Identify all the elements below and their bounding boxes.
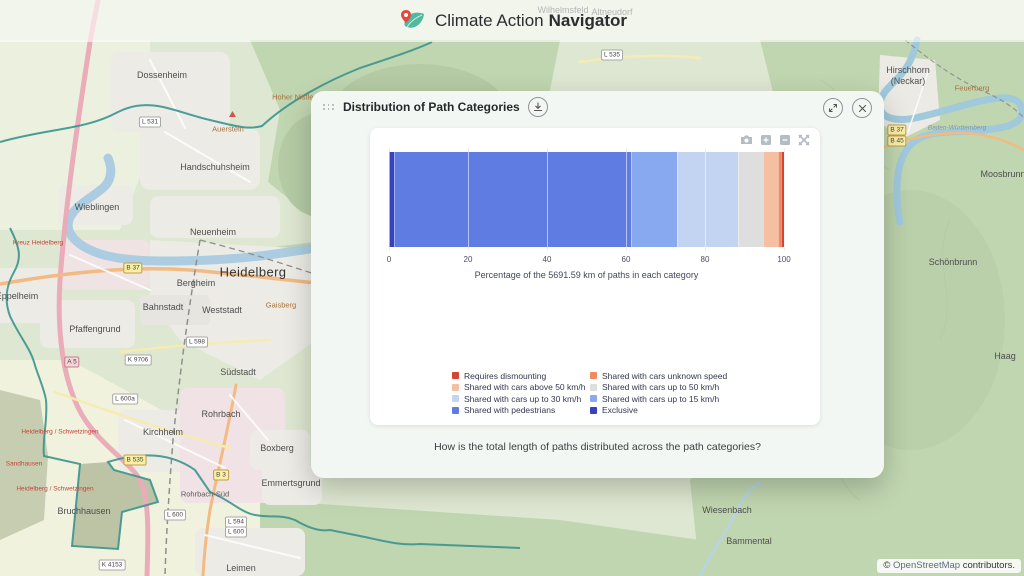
legend-swatch-icon: [452, 406, 459, 414]
legend-item[interactable]: Shared with cars up to 50 km/h: [590, 382, 738, 394]
district-boundary: [0, 41, 521, 551]
expand-button[interactable]: [823, 98, 843, 118]
x-tick-label: 100: [777, 255, 791, 264]
chart-card: 0 20 40 60 80 100 Percentage of the 5691.59 k…: [370, 128, 820, 425]
map-attribution: © OpenStreetMap contributors.: [877, 559, 1021, 573]
download-button[interactable]: [527, 97, 548, 117]
peak-marker-icon: [229, 111, 236, 117]
autoscale-icon[interactable]: [798, 134, 810, 146]
legend-swatch-icon: [452, 383, 459, 391]
modal-actions: [823, 98, 872, 118]
gridline-overlay: [705, 152, 706, 247]
expand-icon: [829, 104, 837, 112]
legend-swatch-icon: [452, 395, 459, 403]
legend-label: Shared with cars up to 30 km/h: [464, 393, 582, 404]
railway-line: [164, 39, 1024, 576]
download-icon: [533, 102, 542, 112]
legend-label: Shared with cars up to 15 km/h: [602, 393, 720, 404]
legend-label: Shared with pedestrians: [464, 405, 556, 416]
x-tick-label: 60: [621, 255, 631, 264]
zoom-out-icon[interactable]: [779, 134, 791, 146]
chart-modal: Distribution of Path Categories: [311, 91, 884, 478]
bar-segment[interactable]: [631, 152, 677, 247]
bar-segment[interactable]: [762, 152, 778, 247]
x-tick-label: 0: [386, 255, 392, 264]
legend-swatch-icon: [590, 406, 597, 414]
legend-label: Requires dismounting: [464, 370, 547, 381]
legend-item[interactable]: Exclusive: [590, 405, 738, 417]
gridline-overlay: [389, 152, 390, 247]
x-axis-ticks: 0 20 40 60 80 100: [386, 255, 791, 265]
legend-swatch-icon: [452, 372, 459, 380]
bar-segment[interactable]: [777, 152, 781, 247]
app-title-bold: Navigator: [548, 11, 628, 30]
bar-segment[interactable]: [389, 152, 394, 247]
legend-swatch-icon: [590, 372, 597, 380]
x-tick-label: 40: [542, 255, 552, 264]
legend-swatch-icon: [590, 383, 597, 391]
bar-segment[interactable]: [780, 152, 784, 247]
attribution-osm-link[interactable]: OpenStreetMap: [893, 560, 961, 571]
gridline-overlay: [468, 152, 469, 247]
river-neckar: [63, 36, 1024, 576]
legend-item[interactable]: Shared with cars unknown speed: [590, 370, 738, 382]
app-logo-icon: [400, 10, 424, 28]
app-header: Climate Action Navigator: [0, 0, 1024, 42]
chart-legend: Requires dismounting Shared with cars unk…: [452, 370, 738, 416]
legend-label: Shared with cars up to 50 km/h: [602, 382, 720, 393]
zoom-in-icon[interactable]: [760, 134, 772, 146]
camera-icon[interactable]: [740, 134, 753, 146]
gridline-overlay: [547, 152, 548, 247]
legend-label: Exclusive: [602, 405, 638, 416]
gridline-overlay: [626, 152, 627, 247]
legend-item[interactable]: Shared with cars above 50 km/h: [452, 382, 590, 394]
legend-label: Shared with cars unknown speed: [602, 370, 728, 381]
modal-header: Distribution of Path Categories: [311, 91, 884, 123]
legend-item[interactable]: Shared with pedestrians: [452, 405, 590, 417]
modal-title: Distribution of Path Categories: [343, 100, 520, 114]
bar-segment[interactable]: [676, 152, 738, 247]
bar-segment[interactable]: [737, 152, 763, 247]
legend-item[interactable]: Shared with cars up to 30 km/h: [452, 393, 590, 405]
chart-toolbar: [740, 134, 810, 146]
close-button[interactable]: [852, 98, 872, 118]
gridline-overlay: [784, 152, 785, 247]
drag-handle-icon[interactable]: [323, 104, 335, 110]
close-icon: [858, 104, 866, 112]
attribution-suffix: contributors.: [960, 560, 1015, 571]
x-tick-label: 80: [700, 255, 710, 264]
legend-item[interactable]: Requires dismounting: [452, 370, 590, 382]
bar-segment[interactable]: [393, 152, 632, 247]
app-title: Climate Action Navigator: [435, 11, 627, 31]
app-title-light: Climate Action: [434, 11, 544, 30]
stacked-bar-plot: [389, 148, 785, 251]
chart-question: How is the total length of paths distrib…: [434, 441, 761, 453]
legend-label: Shared with cars above 50 km/h: [464, 382, 586, 393]
legend-item[interactable]: Shared with cars up to 15 km/h: [590, 393, 738, 405]
x-axis-title: Percentage of the 5691.59 km of paths in…: [474, 270, 699, 280]
legend-swatch-icon: [590, 395, 597, 403]
attribution-copyright: ©: [883, 560, 893, 571]
x-tick-label: 20: [463, 255, 473, 264]
